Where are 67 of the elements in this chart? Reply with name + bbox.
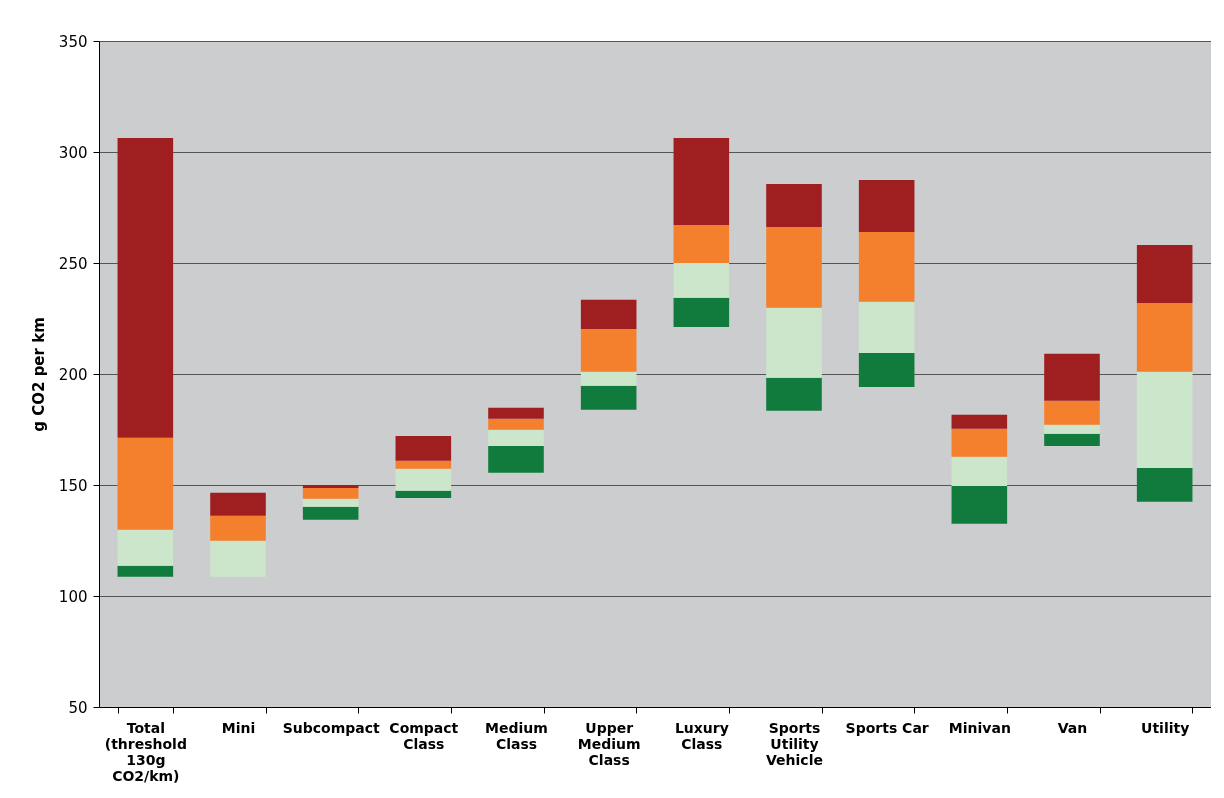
x-tick-label: Minivan <box>948 719 1011 736</box>
bar <box>210 515 266 541</box>
bar <box>117 529 174 566</box>
bar <box>302 498 359 507</box>
x-tick-label: Sports Utility Vehicle <box>766 719 823 768</box>
x-tick-label: Sports Car <box>845 719 929 736</box>
bar <box>766 227 822 308</box>
bar <box>673 225 730 263</box>
x-tick-label: Subcompact <box>282 719 380 736</box>
bar <box>673 263 730 298</box>
bar <box>302 487 359 499</box>
bar <box>302 506 359 520</box>
y-tick-label: 200 <box>58 365 88 384</box>
bar <box>395 490 452 498</box>
bar <box>1136 467 1193 502</box>
bar <box>395 460 452 469</box>
bar <box>1044 400 1100 425</box>
y-tick-label: 250 <box>58 254 88 273</box>
x-tick-label: Mini <box>221 719 256 736</box>
bar <box>395 468 452 491</box>
bar <box>395 435 452 461</box>
bar <box>858 352 915 387</box>
bar <box>766 307 822 378</box>
bar <box>951 428 1008 457</box>
y-tick-label: 50 <box>68 698 88 717</box>
y-tick-label: 150 <box>58 476 88 495</box>
bar <box>951 485 1008 524</box>
bar <box>488 429 544 446</box>
bar <box>488 407 544 419</box>
bar <box>1044 433 1100 446</box>
bar <box>766 377 822 411</box>
bar <box>117 565 174 577</box>
y-tick-label: 100 <box>58 587 88 606</box>
bar <box>580 385 637 410</box>
bar <box>580 328 637 372</box>
bar <box>210 492 266 516</box>
bar <box>673 138 730 226</box>
bar <box>210 540 266 577</box>
bar <box>1044 424 1100 434</box>
bar <box>117 138 174 438</box>
bar <box>117 437 174 530</box>
y-axis-title: g CO2 per km <box>29 317 48 432</box>
bar <box>766 183 822 228</box>
x-tick-label: Utility <box>1141 719 1190 736</box>
x-tick-label: Luxury Class <box>674 719 729 752</box>
bar <box>951 414 1008 429</box>
bar <box>580 371 637 386</box>
x-tick-label: Compact Class <box>389 719 459 752</box>
bar <box>488 445 544 473</box>
bar <box>580 299 637 329</box>
bar <box>1136 245 1193 303</box>
bar <box>951 456 1008 486</box>
bar <box>488 418 544 430</box>
x-tick-label: Medium Class <box>485 719 548 752</box>
bar <box>1044 353 1100 401</box>
y-tick-label: 350 <box>58 32 88 51</box>
bar <box>858 301 915 353</box>
bar <box>858 179 915 232</box>
bar <box>673 297 730 327</box>
y-tick-label: 300 <box>58 143 88 162</box>
x-tick-label: Van <box>1057 719 1088 736</box>
bar <box>858 231 915 302</box>
x-tick-label: Upper Medium Class <box>577 719 641 768</box>
x-tick-label: Total (threshold 130g CO2/km) <box>104 719 187 784</box>
bar <box>1136 371 1193 468</box>
bar <box>302 485 359 488</box>
bar <box>1136 302 1193 372</box>
